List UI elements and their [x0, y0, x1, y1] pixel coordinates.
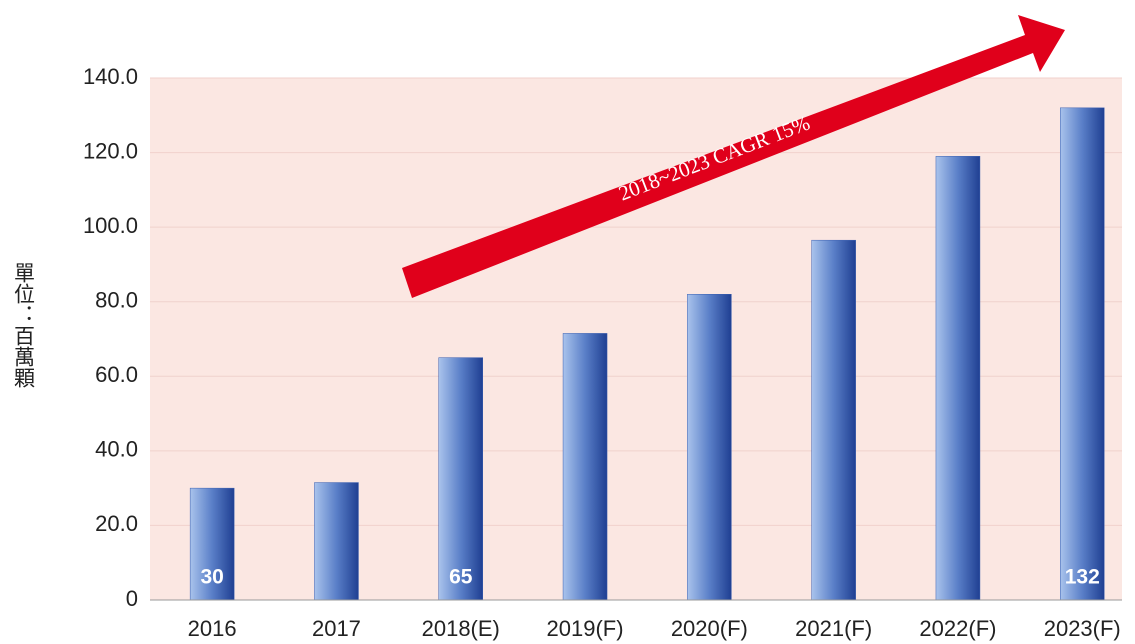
bar [1060, 107, 1105, 601]
bar [935, 156, 981, 601]
x-tick-label: 2018(E) [422, 616, 500, 641]
y-axis-label: 單位：百萬顆 [11, 262, 35, 388]
y-tick-label: 80.0 [95, 288, 138, 313]
bar [438, 357, 483, 601]
x-tick-label: 2023(F) [1044, 616, 1121, 641]
value-label: 132 [1065, 566, 1100, 589]
trend-arrow [402, 15, 1065, 298]
bar [189, 487, 235, 601]
x-tick-label: 2019(F) [547, 616, 624, 641]
bar [562, 333, 608, 601]
x-tick-label: 2020(F) [671, 616, 748, 641]
value-label: 30 [200, 566, 223, 589]
x-tick-label: 2017 [312, 616, 361, 641]
y-tick-label: 0 [126, 586, 138, 611]
bar [314, 482, 359, 601]
bars [189, 107, 1105, 601]
y-tick-label: 60.0 [95, 362, 138, 387]
x-tick-label: 2021(F) [795, 616, 872, 641]
bar [811, 239, 856, 601]
y-tick-label: 100.0 [83, 213, 138, 238]
y-tick-label: 20.0 [95, 511, 138, 536]
value-label: 65 [449, 566, 473, 589]
y-tick-label: 120.0 [83, 138, 138, 163]
x-tick-label: 2016 [188, 616, 237, 641]
x-tick-label: 2022(F) [919, 616, 996, 641]
bar [687, 294, 732, 601]
y-tick-label: 40.0 [95, 437, 138, 462]
y-tick-label: 140.0 [83, 64, 138, 89]
